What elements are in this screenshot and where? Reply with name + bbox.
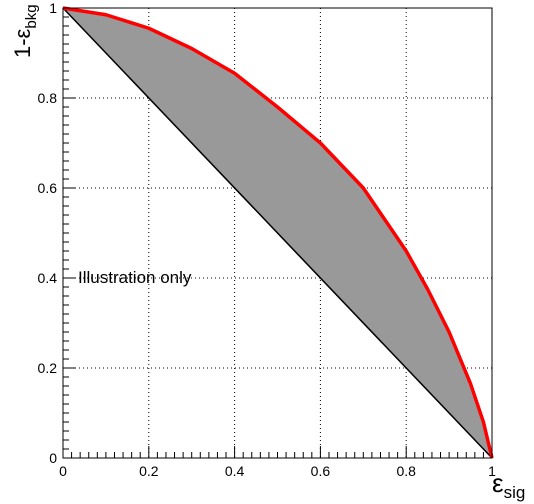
y-tick-label: 0.6 <box>38 180 58 196</box>
x-tick-label: 1 <box>488 463 496 479</box>
y-axis-title-main: 1-ε <box>10 28 35 58</box>
plot-frame <box>62 7 493 459</box>
tick-labels: 0 0.2 0.4 0.6 0.8 1 0 0.2 0.4 0.6 0.8 1 <box>38 0 497 479</box>
x-axis-title-main: ε <box>492 468 504 498</box>
roc-curve-line <box>62 6 494 459</box>
annotation-text: Illustration only <box>78 268 192 287</box>
x-tick-label: 0.8 <box>396 463 416 479</box>
y-axis-title-sub: bkg <box>23 4 40 28</box>
x-tick-label: 0.2 <box>139 463 159 479</box>
x-axis-title-sub: sig <box>504 483 526 502</box>
y-tick-label: 0.2 <box>38 360 58 376</box>
x-axis-title: εsig <box>492 468 525 502</box>
y-tick-label: 1 <box>49 0 57 16</box>
x-tick-label: 0.4 <box>225 463 245 479</box>
diagonal-line <box>62 7 493 459</box>
x-tick-label: 0.6 <box>311 463 331 479</box>
y-axis-title: 1-εbkg <box>10 4 40 58</box>
x-tick-label: 0 <box>59 463 67 479</box>
y-tick-label: 0 <box>49 450 57 466</box>
y-tick-label: 0.8 <box>38 90 58 106</box>
y-tick-label: 0.4 <box>38 270 58 286</box>
